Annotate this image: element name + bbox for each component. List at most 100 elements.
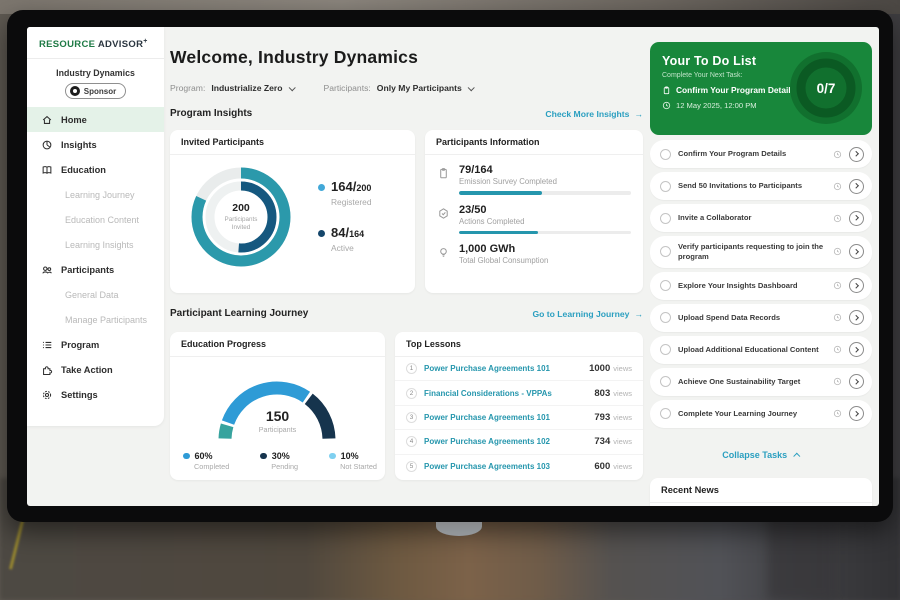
task-verify-participants[interactable]: Verify participants requesting to join t… [650,236,872,268]
energy-icon [440,248,447,257]
clock-icon [833,409,842,418]
task-checkbox[interactable] [660,344,671,356]
task-checkbox[interactable] [660,148,671,160]
sidebar-item-participants[interactable]: Participants [27,257,164,282]
lesson-row-5[interactable]: 5 Power Purchase Agreements 103 600 view… [395,455,643,479]
legend-pct: 60% [194,451,213,461]
task-open-button[interactable] [849,244,864,260]
check-more-insights-link[interactable]: Check More Insights → [545,109,643,119]
task-open-button[interactable] [849,278,864,294]
task-label: Confirm Your Program Details [678,149,787,159]
task-checkbox[interactable] [660,212,671,224]
task-open-button[interactable] [849,342,864,358]
logo-plus: + [143,38,148,45]
task-open-button[interactable] [849,178,864,194]
task-upload-educational-content[interactable]: Upload Additional Educational Content [650,335,872,364]
donut-legend: 164/200 Registered 84/164 Active [318,178,372,253]
invited-total-label: Participants Invited [224,215,258,231]
views-count: 734 [594,436,611,448]
participants-filter-dropdown[interactable]: Participants: Only My Participants [323,83,475,93]
program-filter-label: Program: [170,83,206,93]
progress-fill [459,230,539,234]
task-explore-insights[interactable]: Explore Your Insights Dashboard [650,271,872,300]
views-count: 793 [594,411,611,423]
task-checkbox[interactable] [660,180,671,192]
sponsor-badge: Sponsor [64,83,127,100]
sidebar-item-learning-journey[interactable]: Learning Journey [27,182,164,207]
task-open-button[interactable] [849,406,864,422]
sidebar-item-take-action[interactable]: Take Action [27,357,164,382]
task-open-button[interactable] [849,310,864,326]
lesson-link[interactable]: Financial Considerations - VPPAs [424,388,552,398]
clock-icon [662,101,671,110]
legend-label: Not Started [340,462,377,471]
sidebar-item-manage-participants[interactable]: Manage Participants [27,307,164,332]
task-checkbox[interactable] [660,246,671,258]
collapse-tasks-label: Collapse Tasks [722,450,788,460]
task-checkbox[interactable] [660,280,671,292]
take-action-icon [43,365,53,375]
lesson-row-2[interactable]: 2 Financial Considerations - VPPAs 803 v… [395,381,643,406]
sidebar-item-general-data[interactable]: General Data [27,282,164,307]
task-invite-collaborator[interactable]: Invite a Collaborator [650,204,872,232]
program-filter-dropdown[interactable]: Program: Industrialize Zero [170,83,296,93]
progress-fill [459,191,542,195]
views-suffix: views [613,364,632,374]
views-count: 600 [594,461,611,473]
rank-badge: 1 [406,363,417,375]
task-open-button[interactable] [849,374,864,390]
lesson-link[interactable]: Power Purchase Agreements 101 [424,412,550,422]
views-suffix: views [613,412,632,422]
task-open-button[interactable] [849,146,864,162]
donut-center-label: 200 Participants Invited [186,162,296,272]
task-confirm-program-details[interactable]: Confirm Your Program Details [650,140,872,168]
lesson-row-4[interactable]: 4 Power Purchase Agreements 102 734 view… [395,430,643,455]
education-gauge-chart [218,381,336,440]
task-upload-spend-data[interactable]: Upload Spend Data Records [650,303,872,332]
sidebar-item-label: Learning Insights [65,239,134,250]
lesson-row-1[interactable]: 1 Power Purchase Agreements 101 1000 vie… [395,357,643,382]
stat-value: 1,000 GWh [459,243,516,255]
task-checkbox[interactable] [660,312,671,324]
task-checkbox[interactable] [660,408,671,420]
settings-icon [42,390,52,399]
sidebar-item-label: Take Action [61,364,113,375]
task-open-button[interactable] [849,210,864,226]
clock-icon [833,150,842,159]
legend-pct: 10% [340,451,359,461]
collapse-tasks-link[interactable]: Collapse Tasks [650,450,872,460]
clock-icon [833,281,842,290]
section-title: Participant Learning Journey [170,308,309,319]
lesson-link[interactable]: Power Purchase Agreements 102 [424,437,550,447]
sidebar-item-education[interactable]: Education [27,157,164,182]
participants-filter-label: Participants: [323,83,371,93]
clock-icon [833,182,842,191]
todo-next-task-label: Confirm Your Program Details [676,85,796,95]
stat-global-consumption: 1,000 GWh Total Global Consumption [425,234,643,265]
views-suffix: views [613,388,632,398]
logo-secondary: ADVISOR [97,39,144,51]
legend-label: Registered [331,197,372,207]
sidebar-item-insights[interactable]: Insights [27,132,164,157]
monitor-bezel: RESOURCE ADVISOR+ Industry Dynamics Spon… [7,10,893,522]
go-to-learning-journey-link[interactable]: Go to Learning Journey → [532,309,643,319]
task-send-invitations[interactable]: Send 50 Invitations to Participants [650,172,872,200]
task-checkbox[interactable] [660,376,671,388]
rank-badge: 5 [406,461,417,473]
lesson-link[interactable]: Power Purchase Agreements 101 [424,364,550,374]
lesson-link[interactable]: Power Purchase Agreements 103 [424,462,550,472]
sidebar-item-learning-insights[interactable]: Learning Insights [27,232,164,257]
sidebar-item-home[interactable]: Home [27,107,164,133]
task-achieve-sustainability-target[interactable]: Achieve One Sustainability Target [650,367,872,396]
progress-bar [459,191,631,195]
task-complete-learning-journey[interactable]: Complete Your Learning Journey [650,399,872,428]
task-label: Upload Spend Data Records [678,312,781,322]
sidebar-item-settings[interactable]: Settings [27,382,164,407]
sidebar-item-program[interactable]: Program [27,332,164,357]
lesson-row-3[interactable]: 3 Power Purchase Agreements 101 793 view… [395,406,643,431]
sidebar-item-education-content[interactable]: Education Content [27,207,164,232]
task-label: Explore Your Insights Dashboard [678,280,798,290]
actions-icon [439,207,448,219]
invited-donut-chart: 200 Participants Invited [186,162,296,272]
todo-progress-ring: 0/7 [790,52,862,124]
